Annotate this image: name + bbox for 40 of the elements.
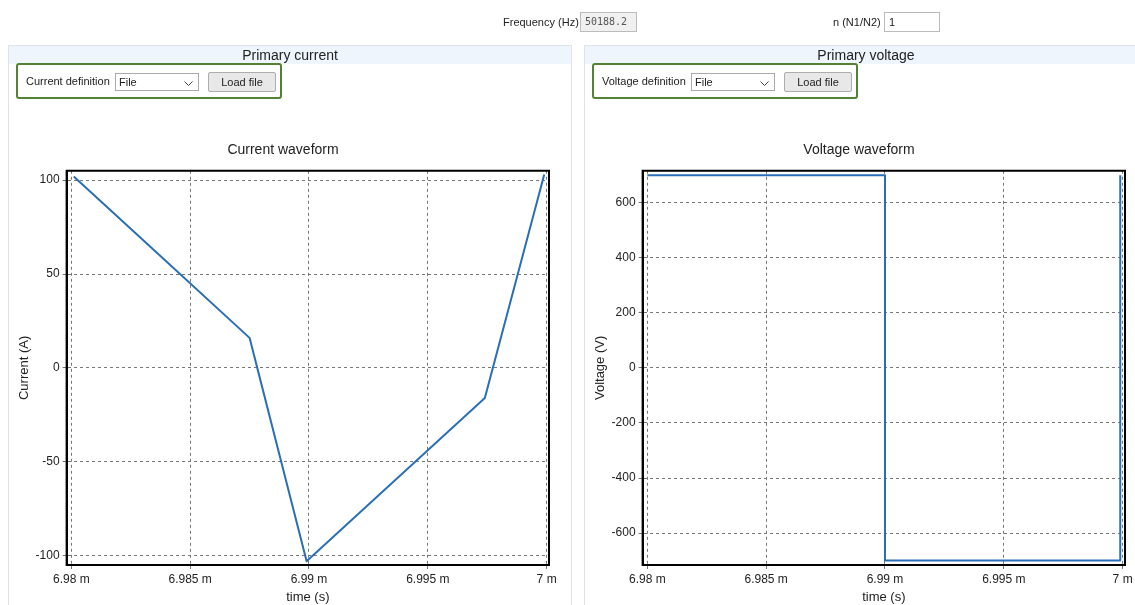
x-axis-title: time (s): [862, 588, 906, 604]
y-tick-label: -200: [611, 415, 636, 430]
x-tick-label: 6.98 m: [629, 571, 666, 586]
text: 50188.2: [580, 12, 637, 32]
x-tick-label: 6.99 m: [290, 571, 328, 586]
y-tick-label: 600: [615, 195, 636, 210]
y-tick-label: -400: [611, 470, 636, 485]
y-tick-label: 0: [628, 360, 636, 375]
chart-title: Voltage waveform: [803, 141, 915, 158]
text: Primary voltage: [585, 46, 1135, 64]
text: n (N1/N2): [833, 16, 881, 28]
y-axis-title: Voltage (V): [592, 335, 608, 401]
text: Voltage definition: [602, 75, 686, 87]
y-axis-title: Current (A): [16, 335, 32, 401]
x-tick-label: 6.98 m: [53, 571, 90, 586]
text: Current definition: [26, 75, 110, 87]
y-tick-label: 0: [52, 360, 60, 375]
text: Frequency (Hz): [503, 16, 579, 28]
x-tick-label: 7 m: [536, 571, 557, 586]
y-tick-label: 400: [615, 250, 636, 265]
x-axis-title: time (s): [286, 588, 330, 604]
y-tick-label: 200: [615, 305, 636, 320]
x-tick-label: 7 m: [1112, 571, 1133, 586]
x-tick-label: 6.99 m: [866, 571, 904, 586]
x-tick-label: 6.995 m: [406, 571, 450, 586]
y-tick-label: -600: [611, 525, 636, 540]
chart-title: Current waveform: [227, 141, 339, 158]
y-tick-label: 50: [46, 266, 60, 281]
text: Load file: [208, 72, 276, 92]
x-tick-label: 6.985 m: [744, 571, 788, 586]
y-tick-label: 100: [39, 172, 60, 187]
y-tick-label: -100: [35, 547, 60, 562]
text: File: [115, 73, 199, 91]
x-tick-label: 6.985 m: [168, 571, 212, 586]
y-tick-label: -50: [42, 454, 60, 469]
text: Load file: [784, 72, 852, 92]
x-tick-label: 6.995 m: [982, 571, 1026, 586]
text: Primary current: [9, 46, 571, 64]
text: 1: [884, 12, 940, 32]
text: File: [691, 73, 775, 91]
